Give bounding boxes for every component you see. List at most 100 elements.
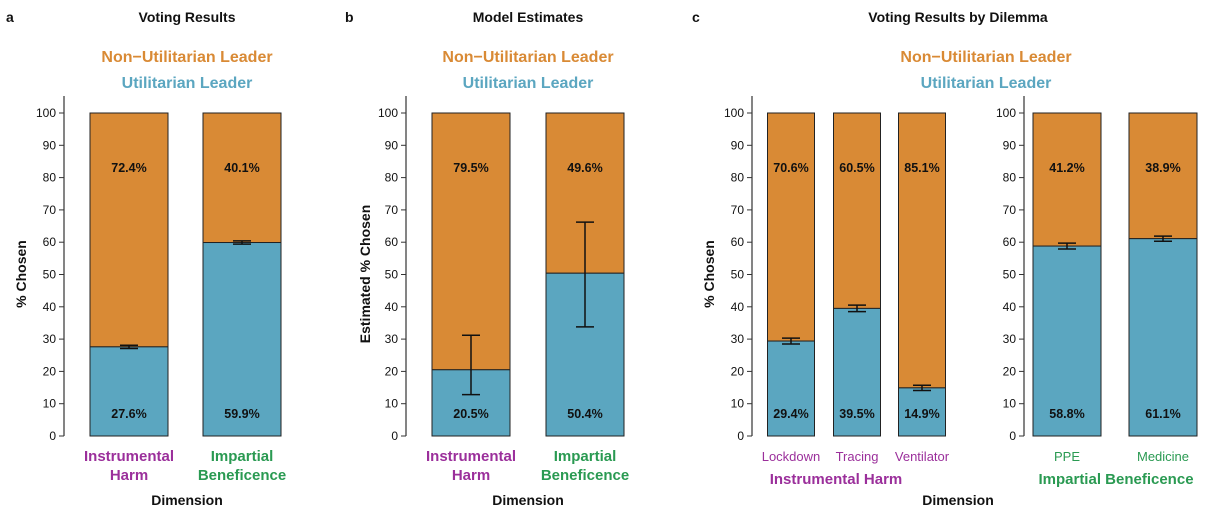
panel-a-bar-0-utilitarian-bar <box>89 346 169 437</box>
panel-c-xlabel: Dimension <box>922 492 994 508</box>
panel-c-facet-0-bar-0-non-utilitarian-bar <box>767 112 815 342</box>
panel-c-facet-0-bar-0-non-utilitarian-label: 70.6% <box>773 161 808 175</box>
panel-b-xlabel: Dimension <box>492 492 564 508</box>
panel-a-y-tick-label: 90 <box>43 138 57 152</box>
panel-c-facet-0-bar-2-non-utilitarian-label: 85.1% <box>904 161 939 175</box>
panel-c-facet-0-bar-2-non-utilitarian-bar <box>898 112 946 389</box>
panel-a-bar-1-non-utilitarian-label: 40.1% <box>224 161 259 175</box>
panel-c-facet-0-y-tick-label: 80 <box>731 171 745 185</box>
facet-label-impartial-beneficence: Impartial Beneficence <box>1038 471 1193 488</box>
panel-c-facet-1-bar-0-category-label: PPE <box>1054 449 1080 464</box>
panel-c-facet-0-y-tick-label: 20 <box>731 364 745 378</box>
panel-a-ylabel: % Chosen <box>13 240 29 308</box>
panel-b-y-tick-label: 100 <box>378 106 398 120</box>
panel-a-bar-0-category-label: Instrumental <box>84 448 174 465</box>
panel-c-facet-1-bar-0-non-utilitarian-bar <box>1032 112 1102 247</box>
panel-a-bar-1-category-label: Impartial <box>211 448 274 465</box>
panel-c-facet-0-y-tick-label: 50 <box>731 268 745 282</box>
panel-c-facet-0-bar-2-utilitarian-bar <box>898 387 946 437</box>
panel-a-bar-0-non-utilitarian-bar <box>89 112 169 348</box>
panel-c-facet-1-y-tick-label: 40 <box>1003 300 1017 314</box>
panel-c-facet-0-bar-0-category-label: Lockdown <box>762 449 821 464</box>
panel-b-y-tick-label: 70 <box>385 203 399 217</box>
panel-c-facet-0-bar-1-category-label: Tracing <box>836 449 879 464</box>
panel-a-y-tick-label: 80 <box>43 171 57 185</box>
panel-b-bar-0-utilitarian-label: 20.5% <box>453 407 488 421</box>
panel-c-facet-1-y-tick-label: 100 <box>996 106 1016 120</box>
panel-c-facet-0-bar-1-utilitarian-bar <box>833 307 881 437</box>
panel-c-facet-0-bar-1-utilitarian-label: 39.5% <box>839 407 874 421</box>
panel-c-facet-0-bar-2-utilitarian-label: 14.9% <box>904 407 939 421</box>
panel-b-y-tick-label: 50 <box>385 268 399 282</box>
panel-b-y-tick-label: 0 <box>391 429 398 443</box>
panel-b-y-tick-label: 30 <box>385 332 399 346</box>
panel-c-facet-1-bar-1-utilitarian-label: 61.1% <box>1145 407 1180 421</box>
panel-c-facet-0-y-tick-label: 70 <box>731 203 745 217</box>
panel-a-bar-1-utilitarian-bar <box>202 242 282 437</box>
panel-c-facet-1-y-tick-label: 10 <box>1003 397 1017 411</box>
panel-letter-a: a <box>6 9 14 25</box>
legend-non-utilitarian-b: Non−Utilitarian Leader <box>442 49 613 66</box>
panel-a-y-tick-label: 20 <box>43 364 57 378</box>
panel-a-y-tick-label: 60 <box>43 235 57 249</box>
panel-c-facet-0-y-tick-label: 90 <box>731 138 745 152</box>
panel-c-facet-1-y-tick-label: 20 <box>1003 364 1017 378</box>
panel-c-facet-1-bar-1-category-label: Medicine <box>1137 449 1189 464</box>
panel-a-y-tick-label: 70 <box>43 203 57 217</box>
panel-a-bar-1-category-label: Beneficence <box>198 467 286 484</box>
legend-utilitarian-b: Utilitarian Leader <box>463 75 594 92</box>
panel-b-title: Model Estimates <box>473 9 584 25</box>
panel-b-bar-1-category-label: Impartial <box>554 448 617 465</box>
panel-c-facet-0-bar-1-non-utilitarian-bar <box>833 112 881 309</box>
legend-non-utilitarian-c: Non−Utilitarian Leader <box>900 49 1071 66</box>
panel-c-facet-0-bar-2-category-label: Ventilator <box>895 449 950 464</box>
panel-b-bar-1-utilitarian-label: 50.4% <box>567 407 602 421</box>
legend-utilitarian-c: Utilitarian Leader <box>921 75 1052 92</box>
panel-a-title: Voting Results <box>139 9 236 25</box>
panel-c-facet-0-y-tick-label: 0 <box>737 429 744 443</box>
panel-a-y-tick-label: 30 <box>43 332 57 346</box>
panel-b-bar-0-non-utilitarian-label: 79.5% <box>453 161 488 175</box>
panel-c-facet-1-y-tick-label: 60 <box>1003 235 1017 249</box>
panel-a-y-tick-label: 40 <box>43 300 57 314</box>
panel-a-y-tick-label: 50 <box>43 268 57 282</box>
panel-a-xlabel: Dimension <box>151 492 223 508</box>
panel-a-y-tick-label: 100 <box>36 106 56 120</box>
panel-c-ylabel: % Chosen <box>701 240 717 308</box>
panel-b-ylabel: Estimated % Chosen <box>357 205 373 343</box>
panel-b-y-tick-label: 10 <box>385 397 399 411</box>
panel-b-bar-1-category-label: Beneficence <box>541 467 629 484</box>
panel-b-y-tick-label: 80 <box>385 171 399 185</box>
legend-utilitarian-a: Utilitarian Leader <box>122 75 253 92</box>
panel-c-facet-1-y-tick-label: 80 <box>1003 171 1017 185</box>
panel-a-bar-1-non-utilitarian-bar <box>202 112 282 244</box>
panel-c-facet-0-bar-1-non-utilitarian-label: 60.5% <box>839 161 874 175</box>
panel-c-facet-0-y-tick-label: 60 <box>731 235 745 249</box>
panel-c-facet-0-y-tick-label: 40 <box>731 300 745 314</box>
panel-a-y-tick-label: 0 <box>49 429 56 443</box>
panel-b-bar-1-non-utilitarian-label: 49.6% <box>567 161 602 175</box>
panel-b-bar-0-category-label: Harm <box>452 467 490 484</box>
facet-label-instrumental-harm: Instrumental Harm <box>770 471 903 488</box>
panel-a-bar-0-category-label: Harm <box>110 467 148 484</box>
panel-b-bar-0-non-utilitarian-bar <box>431 112 511 371</box>
panel-c-facet-1-bar-1-utilitarian-bar <box>1128 238 1198 437</box>
panel-c-facet-1-bar-0-non-utilitarian-label: 41.2% <box>1049 161 1084 175</box>
panel-b-y-tick-label: 40 <box>385 300 399 314</box>
panel-b-y-tick-label: 60 <box>385 235 399 249</box>
panel-c-facet-1-y-tick-label: 70 <box>1003 203 1017 217</box>
panel-c-facet-0-bar-0-utilitarian-label: 29.4% <box>773 407 808 421</box>
panel-c-facet-1-y-tick-label: 30 <box>1003 332 1017 346</box>
panel-b-y-tick-label: 90 <box>385 138 399 152</box>
panel-c-facet-1-y-tick-label: 0 <box>1009 429 1016 443</box>
legend-non-utilitarian-a: Non−Utilitarian Leader <box>101 49 272 66</box>
panel-letter-b: b <box>345 9 354 25</box>
panel-a-bar-0-utilitarian-label: 27.6% <box>111 407 146 421</box>
panel-c-facet-1-bar-1-non-utilitarian-label: 38.9% <box>1145 161 1180 175</box>
panel-c-facet-1-y-tick-label: 50 <box>1003 268 1017 282</box>
panel-a-y-tick-label: 10 <box>43 397 57 411</box>
chart-marks: 010203040506070809010072.4%27.6%Instrume… <box>36 96 1198 484</box>
panel-c-facet-1-y-tick-label: 90 <box>1003 138 1017 152</box>
panel-a-bar-1-utilitarian-label: 59.9% <box>224 407 259 421</box>
